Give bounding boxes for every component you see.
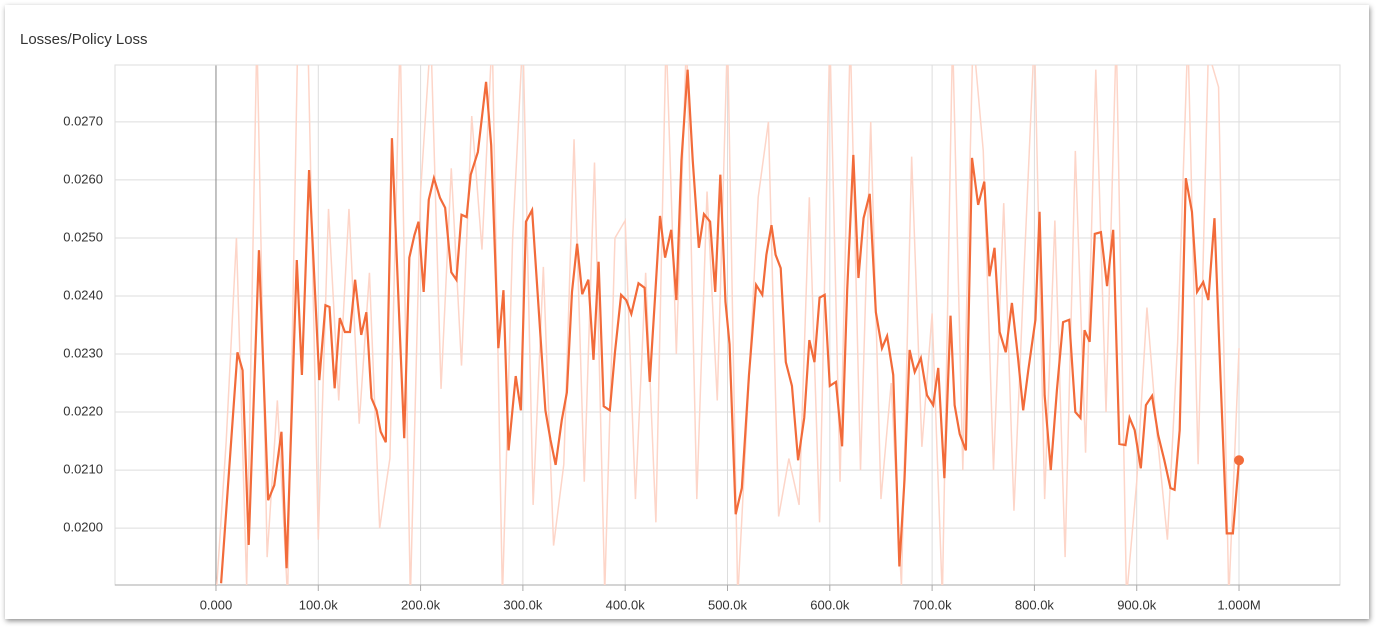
y-tick-label: 0.0260 — [63, 171, 103, 186]
series-line — [219, 69, 1241, 584]
y-tick-label: 0.0200 — [63, 520, 103, 535]
series-line — [216, 65, 1240, 585]
x-tick-label: 900.0k — [1117, 597, 1157, 612]
last-point — [1234, 455, 1245, 466]
chart-title: Losses/Policy Loss — [20, 31, 148, 48]
y-tick-label: 0.0210 — [63, 462, 103, 477]
x-tick-label: 800.0k — [1015, 597, 1055, 612]
x-tick-label: 200.0k — [401, 597, 441, 612]
x-tick-label: 0.000 — [200, 597, 233, 612]
y-tick-label: 0.0230 — [63, 345, 103, 360]
x-tick-label: 500.0k — [708, 597, 748, 612]
x-tick-label: 600.0k — [810, 597, 850, 612]
x-tick-label: 100.0k — [299, 597, 339, 612]
x-tick-label: 1.000M — [1217, 597, 1260, 612]
y-tick-label: 0.0270 — [63, 113, 103, 128]
x-tick-label: 300.0k — [503, 597, 543, 612]
y-tick-label: 0.0250 — [63, 229, 103, 244]
x-tick-label: 400.0k — [606, 597, 646, 612]
y-tick-label: 0.0240 — [63, 287, 103, 302]
x-tick-label: 700.0k — [913, 597, 953, 612]
y-tick-label: 0.0220 — [63, 403, 103, 418]
